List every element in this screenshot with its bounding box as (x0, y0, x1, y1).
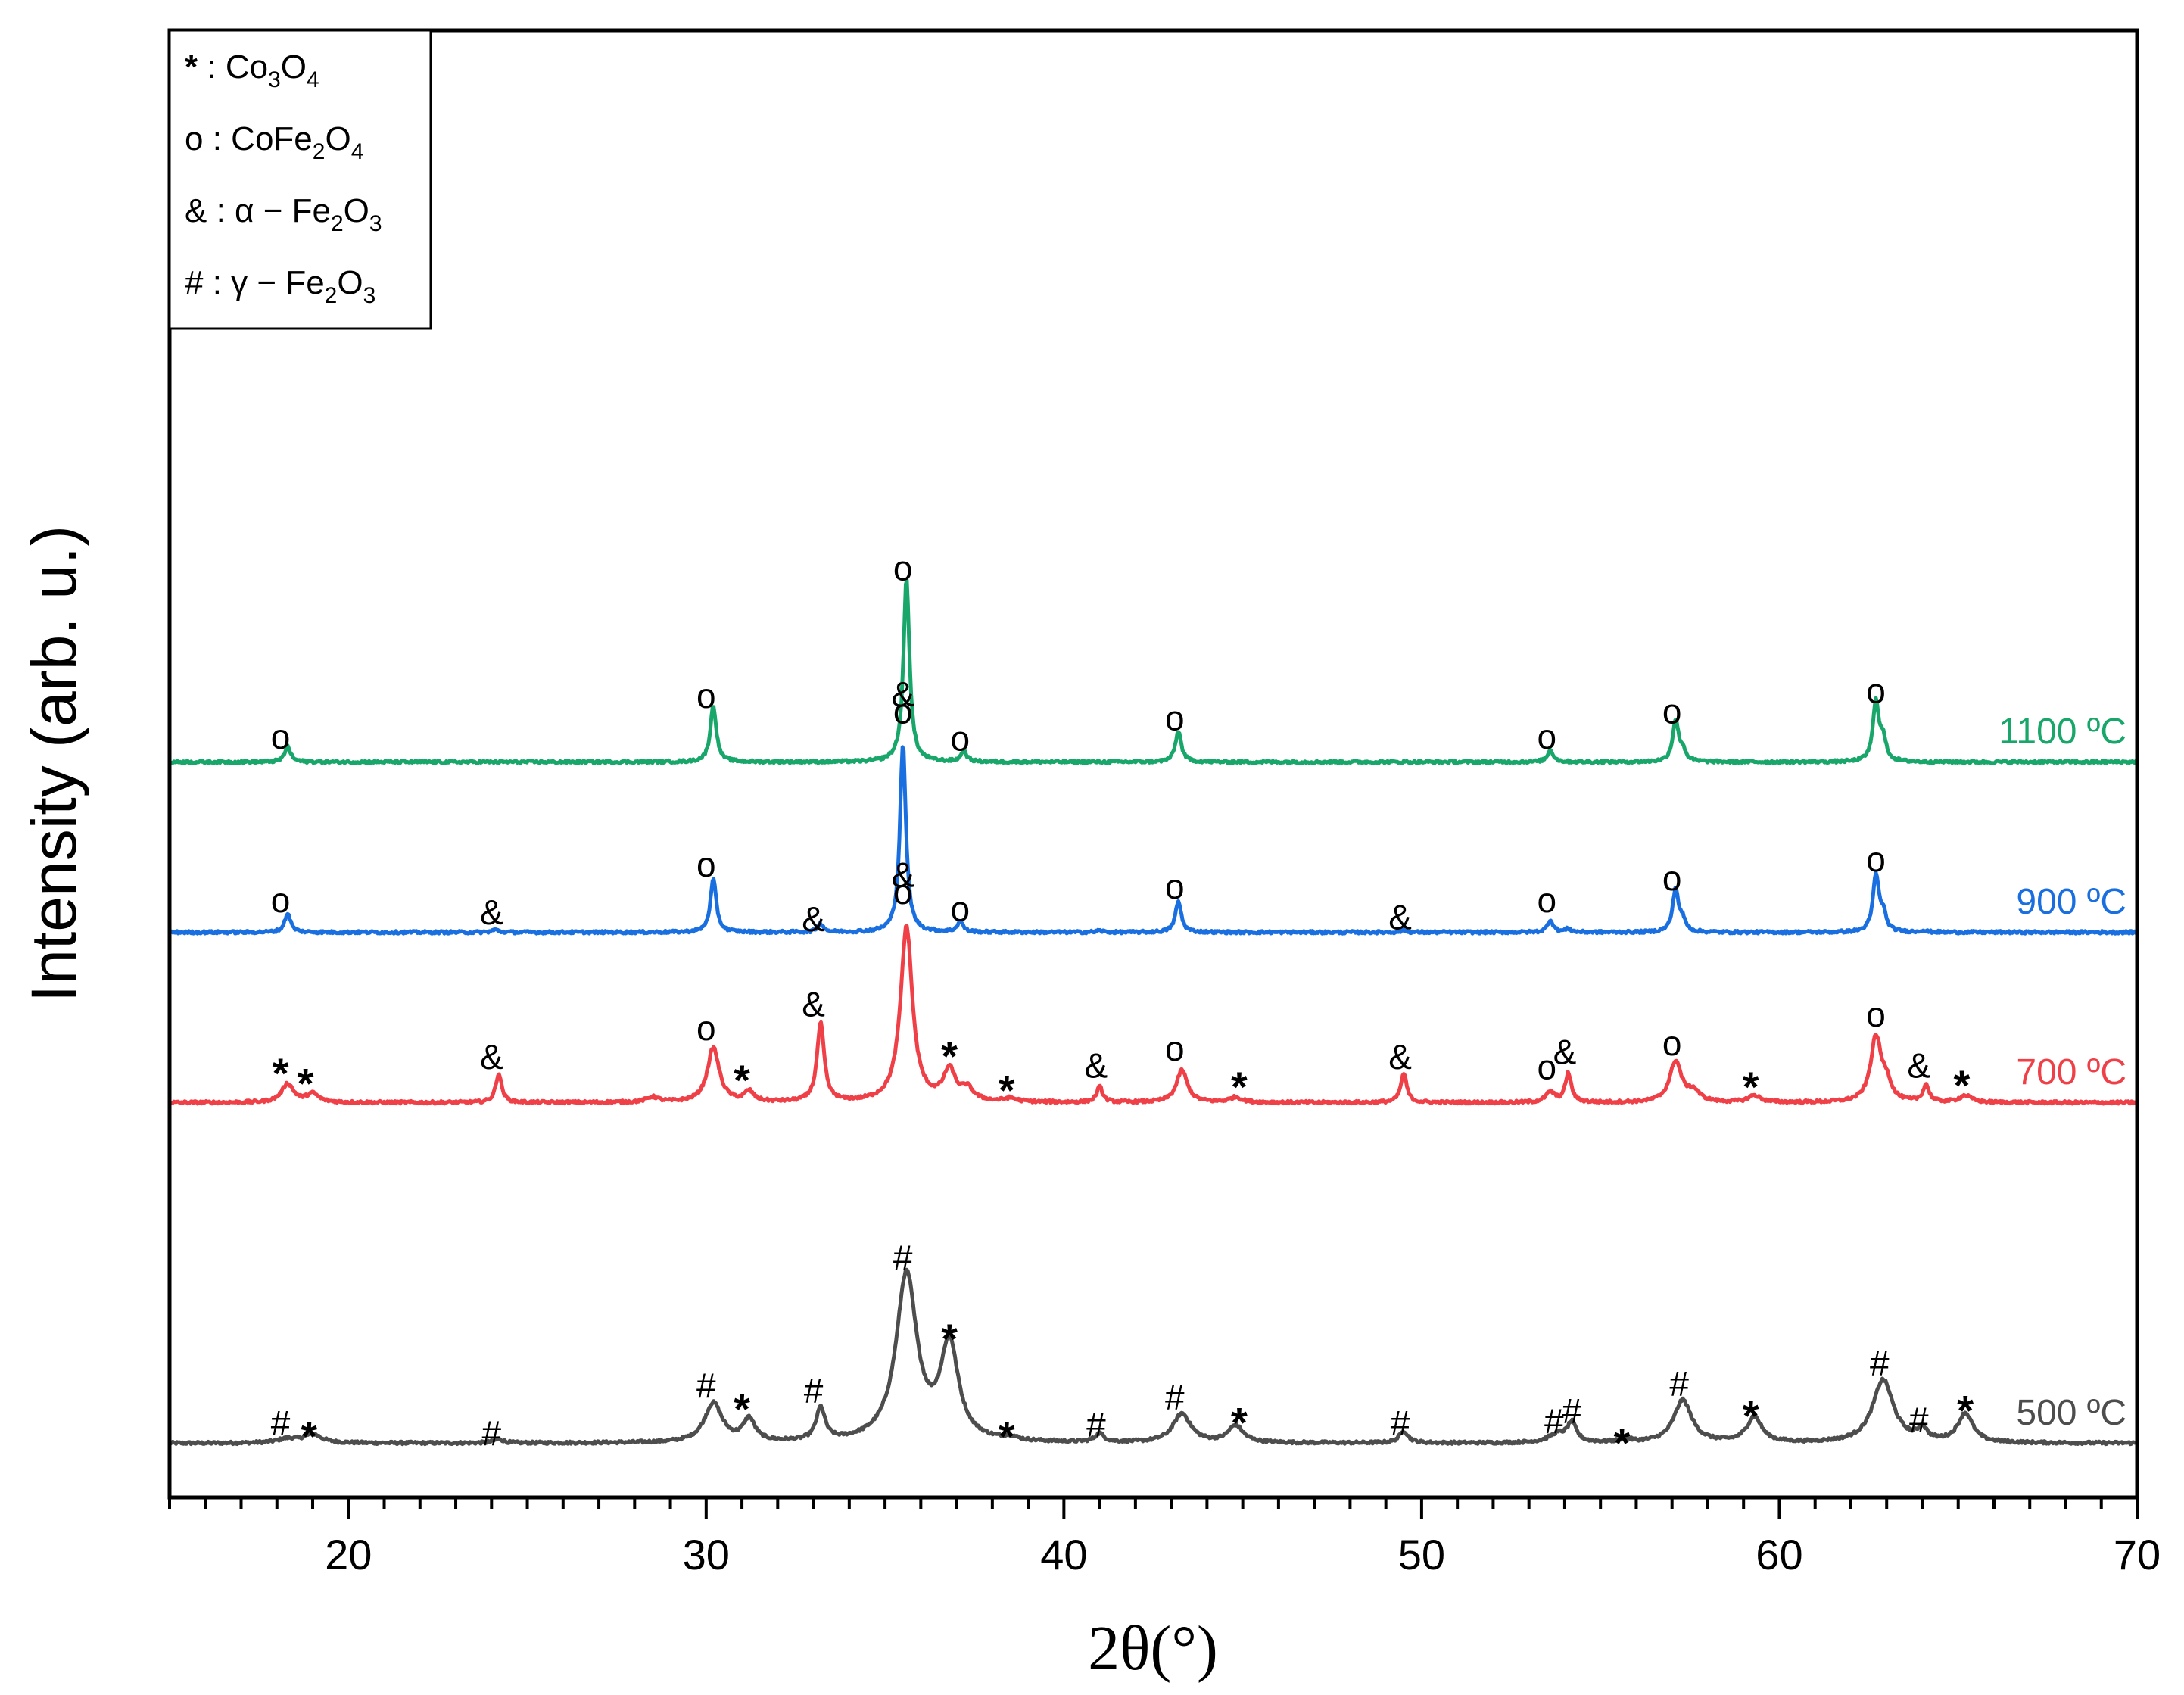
peak-marker: o (1165, 867, 1185, 906)
peak-marker: # (1165, 1378, 1185, 1417)
peak-marker: o (1538, 717, 1557, 756)
series-label-700-c: 700 ºC (2016, 1052, 2126, 1092)
peak-marker: * (1957, 1387, 1974, 1435)
peak-marker: # (696, 1366, 716, 1405)
x-axis-ticks: 20 30 40 50 60 70 (168, 1497, 2161, 1578)
peak-marker: * (1231, 1398, 1248, 1446)
peak-marker: * (1743, 1063, 1759, 1111)
series-line-700-c (168, 924, 2139, 1106)
legend-entry: * : Co3​O4​ (185, 48, 319, 92)
peak-marker-layer: # * ## * ##** ##* # ##*#*## ** *&o*&&o**& o*& o& o*o… (271, 548, 1974, 1466)
peak-marker: o (271, 880, 291, 920)
plot-frame (167, 28, 2139, 1500)
peak-marker: o (893, 548, 913, 587)
peak-marker: o (1662, 1024, 1682, 1063)
peak-marker: & (891, 855, 914, 894)
legend-entry: o : CoFe2​O4​ (185, 120, 363, 164)
peak-marker: & (891, 675, 914, 714)
peak-marker: o (1165, 1029, 1185, 1068)
peak-marker: * (273, 1049, 289, 1097)
peak-marker: o (893, 872, 913, 911)
peak-marker: # (1544, 1402, 1564, 1441)
peak-marker: * (1954, 1061, 1971, 1109)
peak-marker: # (1086, 1405, 1106, 1444)
x-tick-label: 60 (1756, 1531, 1802, 1578)
peak-marker: o (271, 717, 291, 756)
peak-marker: * (734, 1056, 750, 1104)
x-tick-label: 30 (683, 1531, 730, 1578)
peak-marker: o (1538, 1048, 1557, 1087)
peak-marker: & (802, 899, 825, 939)
x-tick-label: 40 (1040, 1531, 1087, 1578)
peak-marker: o (696, 676, 716, 715)
peak-marker: * (734, 1385, 750, 1432)
peak-marker: o (1538, 880, 1557, 920)
series-label-1100-c: 1100 ºC (1999, 712, 2126, 752)
peak-marker: o (1866, 671, 1886, 710)
peak-marker: # (1669, 1364, 1689, 1404)
series-line-1100-c (168, 578, 2139, 765)
peak-marker: o (1662, 691, 1682, 731)
peak-marker: o (893, 691, 913, 731)
peak-marker: * (999, 1067, 1015, 1114)
peak-marker: & (1388, 1037, 1412, 1077)
peak-marker: & (802, 984, 825, 1024)
peak-marker: * (941, 1033, 958, 1080)
peak-marker: # (481, 1413, 501, 1453)
peak-marker: # (804, 1371, 824, 1410)
legend-entry: # : γ − Fe2​O3​ (185, 264, 375, 308)
peak-marker: & (480, 1037, 503, 1077)
peak-marker: * (301, 1412, 317, 1460)
x-axis-title: 2θ(°) (1088, 1613, 1218, 1684)
peak-marker: # (893, 1239, 913, 1278)
peak-marker: o (1866, 995, 1886, 1034)
series-label-900-c: 900 ºC (2016, 882, 2126, 922)
x-tick-label: 50 (1398, 1531, 1445, 1578)
peak-marker: o (1662, 858, 1682, 898)
peak-marker: o (1165, 698, 1185, 737)
x-tick-label: 70 (2114, 1531, 2161, 1578)
series-label-500-c: 500 ºC (2016, 1393, 2126, 1433)
x-tick-label: 20 (325, 1531, 372, 1578)
peak-marker: # (1909, 1400, 1929, 1439)
peak-marker: & (1907, 1045, 1930, 1085)
peak-marker: # (1562, 1391, 1582, 1431)
peak-marker: * (1743, 1391, 1759, 1439)
peak-marker: & (1388, 898, 1412, 937)
peak-marker: o (1866, 840, 1886, 879)
peak-marker: & (1553, 1032, 1577, 1071)
peak-marker: * (941, 1315, 958, 1363)
series-line-500-c (168, 1267, 2138, 1447)
peak-marker: * (999, 1412, 1015, 1460)
series-line-900-c (168, 745, 2139, 936)
peak-marker: * (1231, 1063, 1248, 1111)
peak-marker: & (480, 893, 503, 932)
peak-marker: o (951, 718, 970, 758)
peak-marker: * (298, 1060, 314, 1108)
series-layer: 500 ºC 700 ºC 900 ºC 1100 ºC (168, 578, 2139, 1447)
peak-marker: o (951, 889, 970, 928)
peak-marker: # (1870, 1344, 1890, 1383)
peak-marker: # (271, 1404, 291, 1443)
peak-marker: o (696, 845, 716, 884)
peak-marker: o (696, 1008, 716, 1048)
peak-marker: # (1391, 1404, 1410, 1443)
legend: * : Co3​O4​ o : CoFe2​O4​ & : α − Fe2​O3​ #… (168, 29, 432, 330)
legend-entry: & : α − Fe2​O3​ (185, 192, 382, 236)
peak-marker: * (1614, 1419, 1631, 1466)
legend-box (168, 29, 432, 330)
peak-marker: & (1085, 1045, 1108, 1085)
y-axis-title: Intensity (arb. u.) (18, 525, 89, 1002)
